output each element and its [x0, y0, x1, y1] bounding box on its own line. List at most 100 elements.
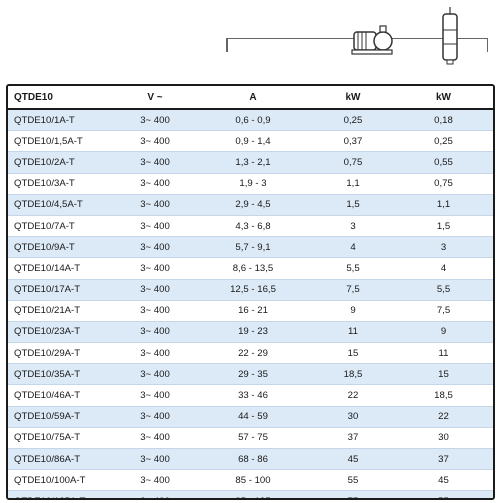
cell-current: 5,7 - 9,1 [194, 236, 312, 259]
cell-power-submersible: 18,5 [394, 384, 493, 407]
submersible-pump-icon [442, 7, 458, 65]
cell-model: QTDE10/29A-T [8, 342, 116, 365]
header-power-surface: kW [312, 86, 394, 110]
cell-power-submersible: 22 [394, 406, 493, 428]
cell-voltage: 3~ 400 [116, 215, 194, 238]
cell-power-submersible: 55 [394, 490, 493, 498]
motor-spec-table-frame: QTDE10 V ~ A kW kW QTDE10/1A-T 3~ 400 0,6 … [6, 84, 495, 500]
cell-voltage: 3~ 400 [116, 236, 194, 259]
cell-power-surface: 22 [312, 384, 394, 407]
cell-voltage: 3~ 400 [116, 151, 194, 174]
table-row: QTDE10/35A-T 3~ 400 29 - 35 18,5 15 [8, 363, 493, 386]
cell-power-surface: 18,5 [312, 363, 394, 386]
table-row: QTDE10/9A-T 3~ 400 5,7 - 9,1 4 3 [8, 236, 493, 259]
cell-power-surface: 5,5 [312, 257, 394, 280]
cell-power-surface: 0,25 [312, 109, 394, 132]
cell-model: QTDE10/135A-T [8, 490, 116, 498]
cell-power-surface: 0,75 [312, 151, 394, 174]
cell-power-surface: 3 [312, 215, 394, 238]
table-row: QTDE10/100A-T 3~ 400 85 - 100 55 45 [8, 469, 493, 492]
cell-power-submersible: 1,1 [394, 194, 493, 216]
cell-current: 8,6 - 13,5 [194, 257, 312, 280]
cell-voltage: 3~ 400 [116, 406, 194, 428]
cell-power-surface: 55 [312, 469, 394, 492]
header-model: QTDE10 [8, 86, 116, 110]
table-row: QTDE10/46A-T 3~ 400 33 - 46 22 18,5 [8, 384, 493, 407]
table-row: QTDE10/23A-T 3~ 400 19 - 23 11 9 [8, 321, 493, 344]
table-row: QTDE10/59A-T 3~ 400 44 - 59 30 22 [8, 406, 493, 428]
cell-power-submersible: 0,55 [394, 151, 493, 174]
header-power-submersible: kW [394, 86, 493, 110]
cell-voltage: 3~ 400 [116, 130, 194, 153]
cell-power-submersible: 30 [394, 427, 493, 450]
cell-power-surface: 30 [312, 406, 394, 428]
cell-power-submersible: 45 [394, 469, 493, 492]
cell-model: QTDE10/35A-T [8, 363, 116, 386]
cell-model: QTDE10/2A-T [8, 151, 116, 174]
cell-model: QTDE10/1,5A-T [8, 130, 116, 153]
cell-power-surface: 75 [312, 490, 394, 498]
cell-model: QTDE10/21A-T [8, 300, 116, 322]
cell-voltage: 3~ 400 [116, 384, 194, 407]
table-row: QTDE10/3A-T 3~ 400 1,9 - 3 1,1 0,75 [8, 173, 493, 195]
table-row: QTDE10/14A-T 3~ 400 8,6 - 13,5 5,5 4 [8, 257, 493, 280]
cell-model: QTDE10/14A-T [8, 257, 116, 280]
table-row: QTDE10/1,5A-T 3~ 400 0,9 - 1,4 0,37 0,25 [8, 130, 493, 153]
cell-voltage: 3~ 400 [116, 342, 194, 365]
table-row: QTDE10/86A-T 3~ 400 68 - 86 45 37 [8, 448, 493, 471]
cell-power-submersible: 3 [394, 236, 493, 259]
cell-voltage: 3~ 400 [116, 321, 194, 344]
table-row: QTDE10/29A-T 3~ 400 22 - 29 15 11 [8, 342, 493, 365]
table-row: QTDE10/21A-T 3~ 400 16 - 21 9 7,5 [8, 300, 493, 322]
cell-model: QTDE10/100A-T [8, 469, 116, 492]
cell-current: 57 - 75 [194, 427, 312, 450]
pump-type-header [0, 0, 500, 82]
surface-pump-icon [351, 25, 393, 55]
cell-current: 19 - 23 [194, 321, 312, 344]
cell-power-submersible: 4 [394, 257, 493, 280]
table-header-row: QTDE10 V ~ A kW kW [8, 86, 493, 110]
cell-power-surface: 1,5 [312, 194, 394, 216]
cell-current: 33 - 46 [194, 384, 312, 407]
cell-current: 22 - 29 [194, 342, 312, 365]
cell-power-surface: 1,1 [312, 173, 394, 195]
cell-power-surface: 45 [312, 448, 394, 471]
cell-voltage: 3~ 400 [116, 173, 194, 195]
header-voltage: V ~ [116, 86, 194, 110]
cell-power-submersible: 37 [394, 448, 493, 471]
cell-power-submersible: 15 [394, 363, 493, 386]
cell-power-submersible: 9 [394, 321, 493, 344]
table-row: QTDE10/75A-T 3~ 400 57 - 75 37 30 [8, 427, 493, 450]
table-body: QTDE10/1A-T 3~ 400 0,6 - 0,9 0,25 0,18 QTDE10… [8, 109, 493, 498]
cell-model: QTDE10/9A-T [8, 236, 116, 259]
table-row: QTDE10/4,5A-T 3~ 400 2,9 - 4,5 1,5 1,1 [8, 194, 493, 216]
table-row: QTDE10/1A-T 3~ 400 0,6 - 0,9 0,25 0,18 [8, 109, 493, 132]
cell-voltage: 3~ 400 [116, 448, 194, 471]
cell-current: 68 - 86 [194, 448, 312, 471]
cell-current: 1,3 - 2,1 [194, 151, 312, 174]
cell-voltage: 3~ 400 [116, 363, 194, 386]
cell-model: QTDE10/1A-T [8, 109, 116, 132]
cell-voltage: 3~ 400 [116, 194, 194, 216]
cell-power-surface: 4 [312, 236, 394, 259]
cell-current: 12,5 - 16,5 [194, 279, 312, 301]
cell-voltage: 3~ 400 [116, 109, 194, 132]
cell-voltage: 3~ 400 [116, 427, 194, 450]
cell-power-submersible: 0,75 [394, 173, 493, 195]
cell-model: QTDE10/7A-T [8, 215, 116, 238]
cell-voltage: 3~ 400 [116, 490, 194, 498]
table-row: QTDE10/7A-T 3~ 400 4,3 - 6,8 3 1,5 [8, 215, 493, 238]
cell-current: 29 - 35 [194, 363, 312, 386]
cell-power-surface: 0,37 [312, 130, 394, 153]
header-current: A [194, 86, 312, 110]
cell-model: QTDE10/59A-T [8, 406, 116, 428]
cell-model: QTDE10/17A-T [8, 279, 116, 301]
table-row: QTDE10/2A-T 3~ 400 1,3 - 2,1 0,75 0,55 [8, 151, 493, 174]
cell-current: 85 - 135 [194, 490, 312, 498]
cell-current: 44 - 59 [194, 406, 312, 428]
table-row: QTDE10/17A-T 3~ 400 12,5 - 16,5 7,5 5,5 [8, 279, 493, 301]
cell-model: QTDE10/46A-T [8, 384, 116, 407]
cell-power-submersible: 0,25 [394, 130, 493, 153]
cell-voltage: 3~ 400 [116, 257, 194, 280]
